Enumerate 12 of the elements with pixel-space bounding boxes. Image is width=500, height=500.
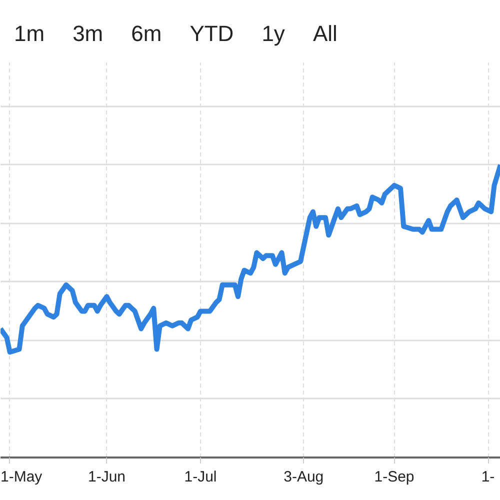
x-tick-label: 1-Jul (184, 468, 217, 486)
x-tick-label: 1-Sep (374, 468, 414, 486)
x-tick-label: 1-Jun (88, 468, 126, 486)
annotation: All (312, 20, 338, 48)
x-tick-label: 3-Aug (284, 468, 324, 486)
x-tick-label: 1-May (0, 468, 43, 486)
annotation: 3m (72, 20, 104, 48)
x-tick-label: 1- (481, 468, 495, 486)
annotation: 1y (260, 20, 286, 48)
annotation: 1m (13, 20, 46, 48)
annotation: YTD (188, 20, 235, 48)
annotation: 6m (130, 20, 163, 48)
